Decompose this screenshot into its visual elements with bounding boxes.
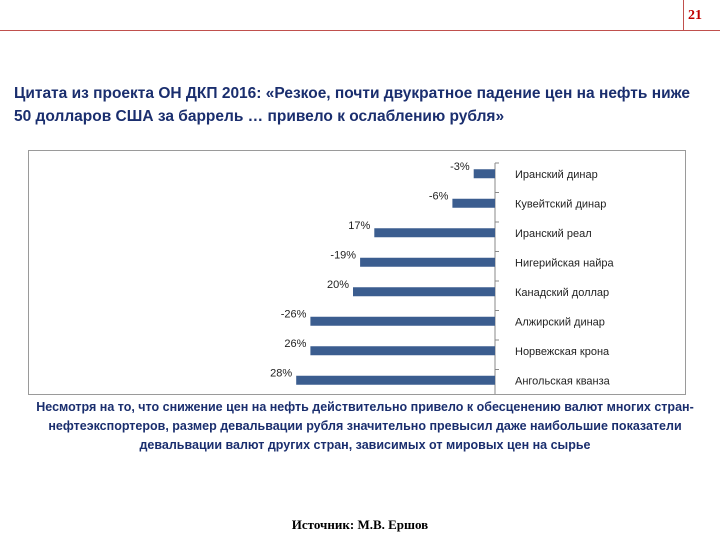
bar	[374, 228, 495, 238]
data-label: -3%	[450, 161, 470, 173]
data-label: 28%	[270, 367, 292, 379]
header-separator	[683, 0, 684, 31]
category-label: Алжирский динар	[515, 316, 605, 328]
category-label: Норвежская крона	[515, 346, 610, 358]
bar	[310, 346, 495, 356]
data-label: 20%	[327, 279, 349, 291]
source-text: Источник: М.В. Ершов	[291, 517, 429, 532]
category-label: Канадский доллар	[515, 287, 609, 299]
devaluation-chart: -3% Иранский динар -6% Кувейтский динар 17% И…	[28, 150, 686, 395]
category-label: Ангольская кванза	[515, 375, 611, 387]
bar	[452, 198, 495, 208]
category-label: Иранский реал	[515, 228, 592, 240]
category-label: Кувейтский динар	[515, 198, 606, 210]
data-label: -6%	[429, 190, 449, 202]
category-label: Нигерийская найра	[515, 257, 615, 269]
quote-text: Цитата из проекта ОН ДКП 2016: «Резкое, …	[14, 85, 691, 125]
data-label: -19%	[330, 249, 356, 261]
slide-number: 21	[688, 8, 702, 23]
bar	[353, 287, 495, 297]
bar	[310, 316, 495, 326]
category-label: Иранский динар	[515, 169, 598, 181]
data-label: 17%	[348, 220, 370, 232]
bar	[296, 375, 495, 385]
chart-svg: -3% Иранский динар -6% Кувейтский динар 17% И…	[270, 161, 615, 394]
data-label: -26%	[281, 308, 307, 320]
bar	[360, 257, 495, 267]
note-text: Несмотря на то, что снижение цен на нефт…	[36, 400, 694, 452]
data-label: 26%	[284, 338, 306, 350]
bar	[473, 169, 495, 179]
header-line	[0, 30, 720, 31]
